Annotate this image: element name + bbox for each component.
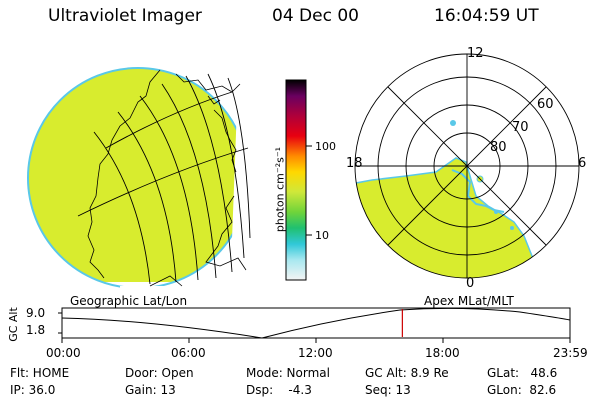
status-glon: GLon: 82.6 bbox=[487, 383, 557, 397]
apex-label: Apex MLat/MLT bbox=[424, 294, 514, 308]
status-flt: Flt: HOME bbox=[10, 366, 70, 380]
earth-disk-image bbox=[27, 67, 252, 300]
status-gc-alt: GC Alt: 8.9 Re bbox=[365, 366, 449, 380]
x-tick-3: 18:00 bbox=[425, 346, 460, 360]
altitude-y-bottom: 1.8 bbox=[26, 323, 46, 337]
status-dsp: Dsp: -4.3 bbox=[246, 383, 312, 397]
x-tick-4: 23:59 bbox=[553, 346, 588, 360]
colorbar-tick-10: 10 bbox=[315, 229, 329, 242]
x-tick-0: 00:00 bbox=[46, 346, 81, 360]
status-ip: IP: 36.0 bbox=[10, 383, 56, 397]
intensity-colorbar bbox=[285, 79, 312, 281]
lat-label-60: 60 bbox=[537, 97, 554, 112]
x-tick-1: 06:00 bbox=[171, 346, 206, 360]
mlt-label-12: 12 bbox=[467, 46, 484, 61]
x-tick-2: 12:00 bbox=[298, 346, 333, 360]
mlt-label-0: 0 bbox=[466, 276, 475, 291]
status-gain: Gain: 13 bbox=[125, 383, 176, 397]
status-mode: Mode: Normal bbox=[246, 366, 330, 380]
status-glat: GLat: 48.6 bbox=[487, 366, 558, 380]
colorbar-tick-100: 100 bbox=[315, 140, 336, 153]
altitude-curve bbox=[61, 307, 571, 339]
date-readout: 04 Dec 00 bbox=[272, 6, 359, 26]
time-readout: 16:04:59 UT bbox=[434, 6, 539, 26]
lat-lon-grid bbox=[77, 73, 251, 285]
altitude-y-top: 9.0 bbox=[26, 306, 46, 320]
lat-label-80: 80 bbox=[490, 140, 507, 155]
mlt-label-18: 18 bbox=[346, 156, 363, 171]
instrument-title: Ultraviolet Imager bbox=[48, 6, 202, 26]
status-seq: Seq: 13 bbox=[365, 383, 411, 397]
geo-map-label: Geographic Lat/Lon bbox=[70, 294, 188, 308]
polar-grid bbox=[354, 53, 580, 279]
lat-label-70: 70 bbox=[512, 120, 529, 135]
coastline bbox=[87, 69, 247, 287]
status-door: Door: Open bbox=[125, 366, 194, 380]
mlt-label-6: 6 bbox=[578, 156, 587, 171]
